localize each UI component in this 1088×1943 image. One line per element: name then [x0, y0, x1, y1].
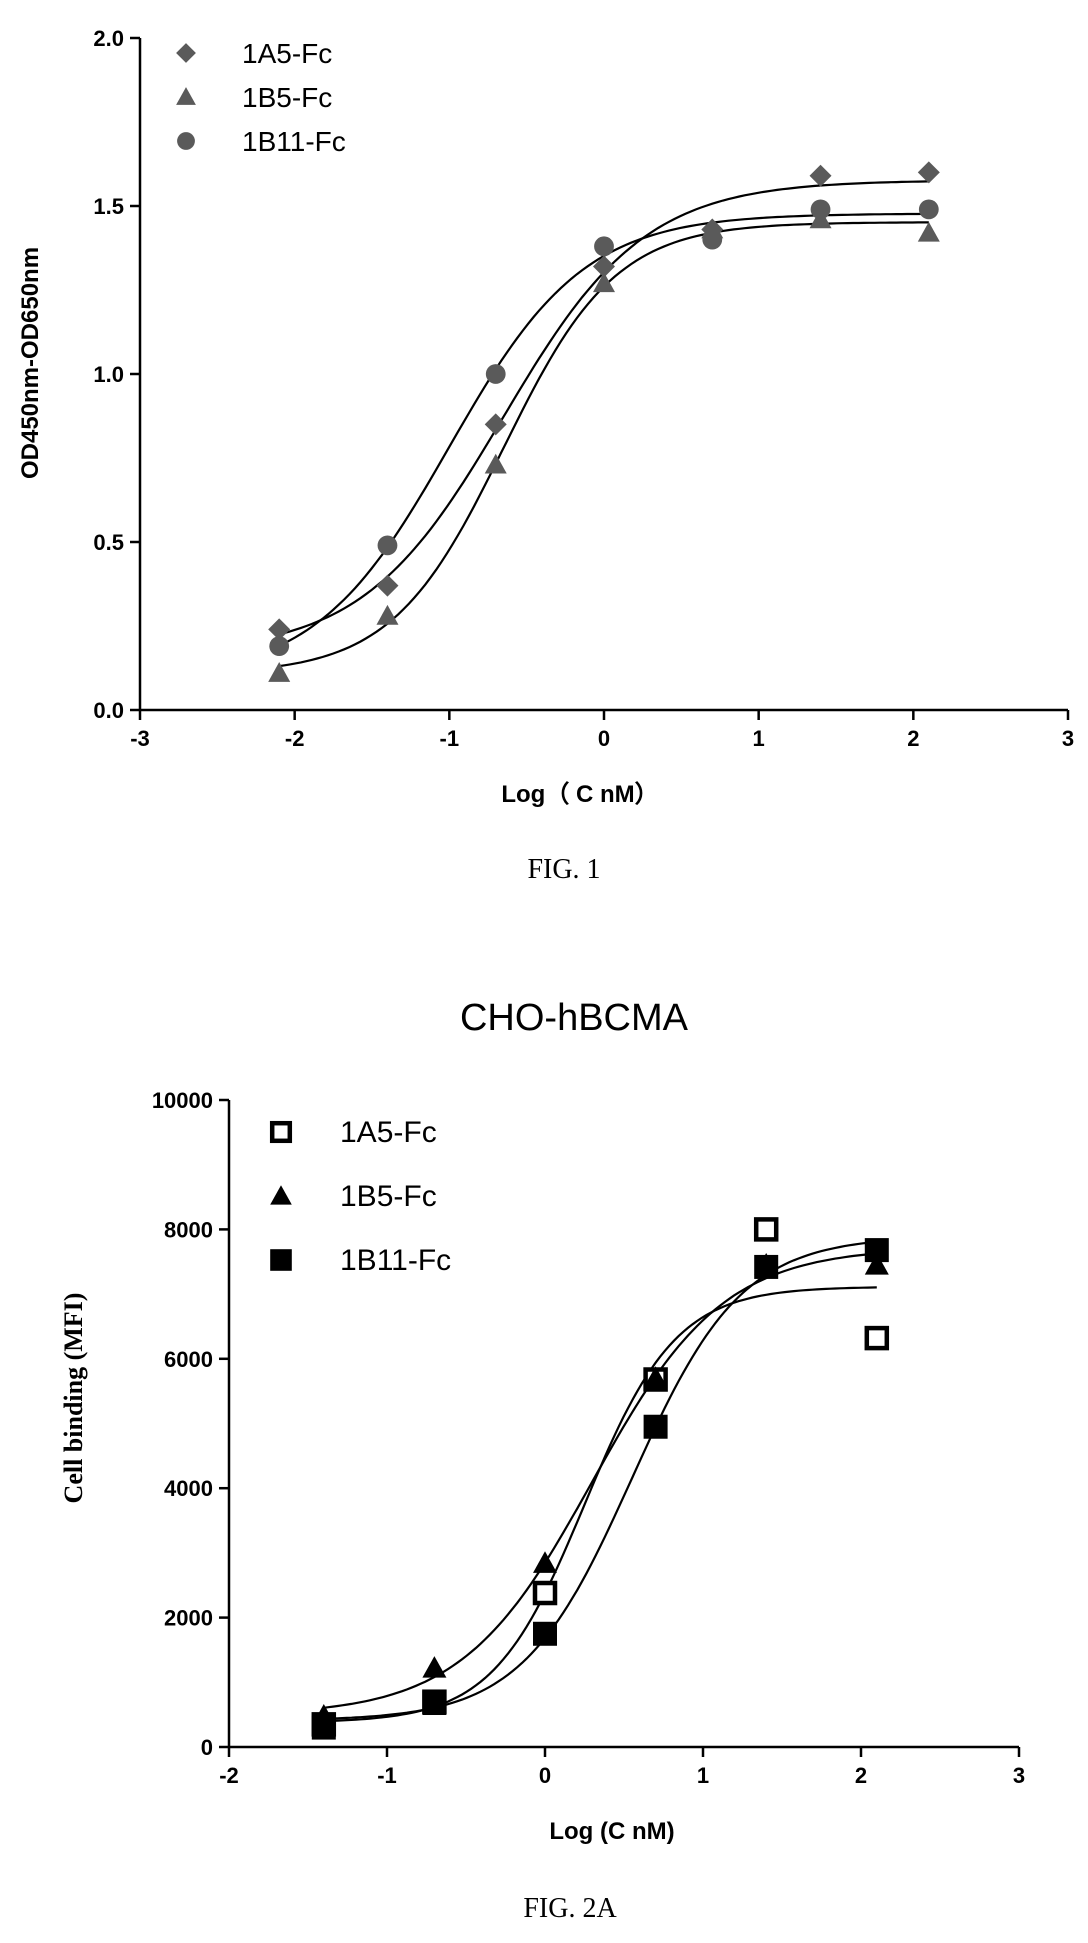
fig1-legend-label: 1B11-Fc — [242, 126, 346, 157]
fig1-x-tick-label: 2 — [907, 726, 919, 751]
fig1-legend-label: 1B5-Fc — [242, 82, 332, 113]
fig1-legend-marker-1a5-fc — [176, 43, 196, 63]
chart-fig1: -3 -2 -1 0 1 2 3 0.0 0.5 1.0 1.5 2.0 1A5-Fc 1B5-Fc 1B… — [17, 26, 1074, 885]
fig2a-data-point-1b11-fc — [422, 1691, 447, 1716]
fig1-data-points — [268, 161, 940, 682]
fig1-y-tick-label: 0.0 — [93, 698, 124, 723]
fig1-y-tick-label: 2.0 — [93, 26, 124, 51]
fig2a-data-point-1b5-fc — [422, 1656, 447, 1678]
fig2a-x-tick-label: 1 — [697, 1763, 709, 1788]
fig2a-caption: FIG. 2A — [523, 1893, 617, 1924]
fig1-data-point-1b11-fc — [702, 229, 723, 250]
fig1-data-point-1b5-fc — [484, 453, 507, 474]
fig2a-data-point-1b11-fc — [311, 1715, 336, 1740]
fig2a-chart-title: CHO-hBCMA — [460, 997, 689, 1039]
fig1-legend-marker-1b11-fc — [177, 132, 195, 150]
fig2a-y-tick-label: 8000 — [164, 1217, 213, 1242]
fig2a-data-point-1b11-fc — [533, 1621, 557, 1646]
fig1-legend: 1A5-Fc 1B5-Fc 1B11-Fc — [176, 38, 346, 157]
fig1-x-tick-label: -2 — [285, 726, 305, 751]
fig1-data-point-1a5-fc — [268, 618, 291, 641]
fig1-y-tick-label: 1.0 — [93, 362, 124, 387]
fig1-data-point-1b5-fc — [376, 604, 399, 625]
fig2a-legend: 1A5-Fc 1B5-Fc 1B11-Fc — [269, 1116, 451, 1277]
fig2a-x-tick-label: -2 — [219, 1763, 239, 1788]
fig2a-legend-marker-1a5-fc — [269, 1120, 293, 1144]
fig2a-data-point-1b11-fc — [643, 1414, 668, 1439]
fig2a-data-point-1b11-fc — [864, 1238, 889, 1263]
fig1-data-point-1b5-fc — [593, 272, 615, 293]
fig2a-data-point-1b5-fc — [864, 1252, 889, 1275]
fig2a-axes: -2 -1 0 1 2 3 0 2000 4000 6000 8000 10000 — [152, 1088, 1025, 1788]
fig2a-data-point-1b11-fc — [754, 1254, 779, 1279]
fig2a-fit-curves — [323, 1240, 877, 1723]
fig1-data-point-1b11-fc — [594, 236, 614, 257]
fig1-legend-label: 1A5-Fc — [242, 38, 332, 69]
fig1-legend-marker-1b5-fc — [176, 87, 196, 105]
fig1-x-tick-label: -3 — [130, 726, 150, 751]
fig2a-y-tick-label: 0 — [201, 1735, 213, 1760]
fig1-data-point-1a5-fc — [917, 161, 940, 184]
fig2a-y-tick-label: 10000 — [152, 1088, 213, 1113]
fig1-y-tick-label: 0.5 — [93, 530, 124, 555]
chart-fig2a: CHO-hBCMA -2 -1 0 1 2 3 0 2000 4000 6000 8000 10000… — [59, 997, 1025, 1924]
fig2a-legend-marker-1b5-fc — [270, 1185, 292, 1205]
fig2a-fit-curve-1b11-fc — [323, 1240, 877, 1720]
fig2a-legend-marker-1b11-fc — [270, 1249, 292, 1271]
fig2a-legend-label: 1B11-Fc — [340, 1244, 451, 1277]
fig2a-legend-label: 1B5-Fc — [340, 1180, 437, 1213]
fig2a-legend-label: 1A5-Fc — [340, 1116, 437, 1149]
fig1-data-point-1a5-fc — [593, 255, 615, 278]
fig2a-x-tick-label: 3 — [1013, 1763, 1025, 1788]
fig1-caption: FIG. 1 — [527, 854, 600, 885]
fig2a-y-tick-label: 6000 — [164, 1347, 213, 1372]
fig2a-data-point-1b5-fc — [643, 1366, 668, 1388]
fig2a-data-point-1a5-fc — [864, 1325, 890, 1351]
fig1-y-axis-label: OD450nm-OD650nm — [17, 247, 44, 479]
fig1-x-axis-label: Log（ C nM） — [501, 781, 658, 808]
fig1-data-point-1b11-fc — [485, 364, 506, 384]
fig2a-data-points — [311, 1217, 890, 1740]
fig1-data-point-1b11-fc — [269, 636, 290, 657]
fig1-x-tick-label: -1 — [440, 726, 460, 751]
fig2a-x-tick-label: 0 — [539, 1763, 551, 1788]
fig2a-data-point-1a5-fc — [753, 1217, 779, 1242]
fig1-data-point-1b11-fc — [810, 199, 831, 220]
fig1-axes: -3 -2 -1 0 1 2 3 0.0 0.5 1.0 1.5 2.0 — [93, 26, 1074, 751]
fig2a-x-axis-label: Log (C nM) — [549, 1818, 674, 1845]
fig2a-y-axis-label: Cell binding (MFI) — [59, 1293, 88, 1504]
fig1-data-point-1b5-fc — [268, 662, 291, 682]
fig1-x-tick-label: 0 — [598, 726, 610, 751]
fig1-data-point-1b11-fc — [377, 535, 398, 556]
fig1-data-point-1a5-fc — [484, 413, 507, 436]
fig1-data-point-1b5-fc — [917, 221, 940, 242]
fig1-data-point-1b11-fc — [918, 199, 939, 220]
fig1-data-point-1a5-fc — [376, 574, 399, 597]
fig2a-fit-curve-1a5-fc — [323, 1286, 877, 1723]
fig2a-data-point-1a5-fc — [532, 1580, 558, 1606]
fig2a-y-tick-label: 2000 — [164, 1606, 213, 1631]
fig1-x-tick-label: 1 — [753, 726, 765, 751]
fig2a-y-tick-label: 4000 — [164, 1476, 213, 1501]
fig2a-data-point-1b5-fc — [533, 1551, 557, 1573]
fig1-y-tick-label: 1.5 — [93, 194, 124, 219]
fig2a-fit-curve-1b5-fc — [323, 1252, 877, 1709]
fig1-data-point-1a5-fc — [809, 164, 832, 187]
fig2a-x-tick-label: 2 — [855, 1763, 867, 1788]
fig2a-x-tick-label: -1 — [377, 1763, 397, 1788]
fig1-x-tick-label: 3 — [1062, 726, 1074, 751]
